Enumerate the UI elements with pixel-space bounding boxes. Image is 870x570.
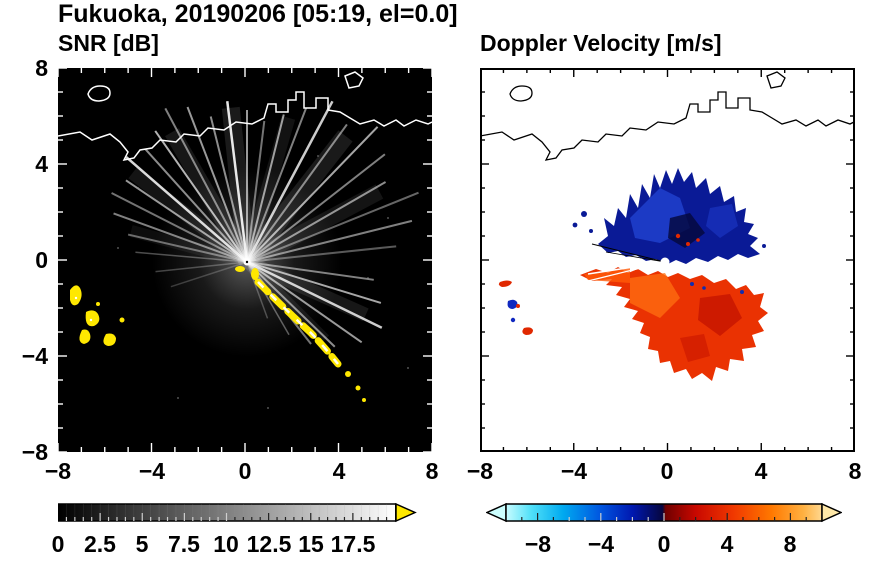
snr-cb-label: 15 bbox=[298, 531, 324, 557]
x-tick-label: −4 bbox=[138, 458, 166, 484]
vel-cb-label: 8 bbox=[783, 531, 797, 557]
snr-colorbar-over-arrow bbox=[395, 503, 417, 523]
plot-title: Fukuoka, 20190206 [05:19, el=0.0] bbox=[58, 0, 458, 28]
snr-cb-label: 10 bbox=[213, 531, 239, 557]
vel-cb-label: 0 bbox=[657, 531, 671, 557]
snr-colorbar-body bbox=[58, 503, 397, 522]
y-tick-label: −8 bbox=[21, 439, 48, 465]
noise-speckle bbox=[117, 155, 409, 409]
radar-center-core bbox=[245, 260, 249, 264]
radar-center-dot bbox=[660, 257, 670, 267]
axis-ticks bbox=[480, 68, 855, 452]
vel-cb-label: 4 bbox=[720, 531, 734, 557]
doppler-toward-region bbox=[572, 168, 766, 265]
x-tick-label: 8 bbox=[848, 458, 862, 484]
snr-cb-label: 5 bbox=[135, 531, 149, 557]
snr-cb-label: 7.5 bbox=[168, 531, 200, 557]
x-tick-label: −8 bbox=[44, 458, 72, 484]
x-tick-label: −8 bbox=[466, 458, 494, 484]
velocity-colorbar-over-arrow bbox=[821, 503, 842, 523]
vel-cb-label: −4 bbox=[587, 531, 615, 557]
y-tick-label: 4 bbox=[35, 151, 48, 177]
doppler-away-region bbox=[580, 261, 768, 381]
snr-cb-label: 17.5 bbox=[330, 531, 376, 557]
coastline-path bbox=[58, 71, 432, 162]
velocity-colorbar-ticks bbox=[521, 513, 807, 521]
velocity-colorbar-under-arrow bbox=[486, 503, 507, 523]
vel-cb-label: −8 bbox=[524, 531, 552, 557]
coastline-path bbox=[480, 71, 855, 161]
x-tick-label: 4 bbox=[754, 458, 768, 484]
x-tick-label: 0 bbox=[660, 458, 674, 484]
axis-ticks bbox=[58, 68, 432, 452]
snr-cb-label: 0 bbox=[51, 531, 65, 557]
doppler-left-patches bbox=[498, 280, 533, 335]
doppler-thin-spokes bbox=[591, 243, 666, 263]
x-tick-label: 8 bbox=[425, 458, 439, 484]
left-clutter-patches bbox=[70, 285, 125, 346]
y-tick-label: 8 bbox=[35, 55, 48, 81]
snr-cb-label: 2.5 bbox=[84, 531, 116, 557]
snr-panel-title: SNR [dB] bbox=[58, 30, 159, 56]
sea-clutter-band bbox=[235, 266, 366, 402]
snr-colorbar-ticks bbox=[65, 504, 388, 521]
snr-cb-label: 12.5 bbox=[246, 531, 292, 557]
x-tick-label: −4 bbox=[560, 458, 588, 484]
velocity-plot bbox=[480, 68, 855, 452]
x-tick-label: 0 bbox=[238, 458, 252, 484]
x-tick-label: 4 bbox=[332, 458, 346, 484]
y-tick-label: 0 bbox=[35, 247, 48, 273]
radar-beams bbox=[111, 100, 419, 348]
snr-plot bbox=[58, 68, 432, 452]
y-tick-label: −4 bbox=[21, 343, 48, 369]
velocity-panel-title: Doppler Velocity [m/s] bbox=[480, 30, 722, 56]
velocity-colorbar bbox=[486, 503, 842, 523]
snr-colorbar bbox=[58, 503, 417, 523]
